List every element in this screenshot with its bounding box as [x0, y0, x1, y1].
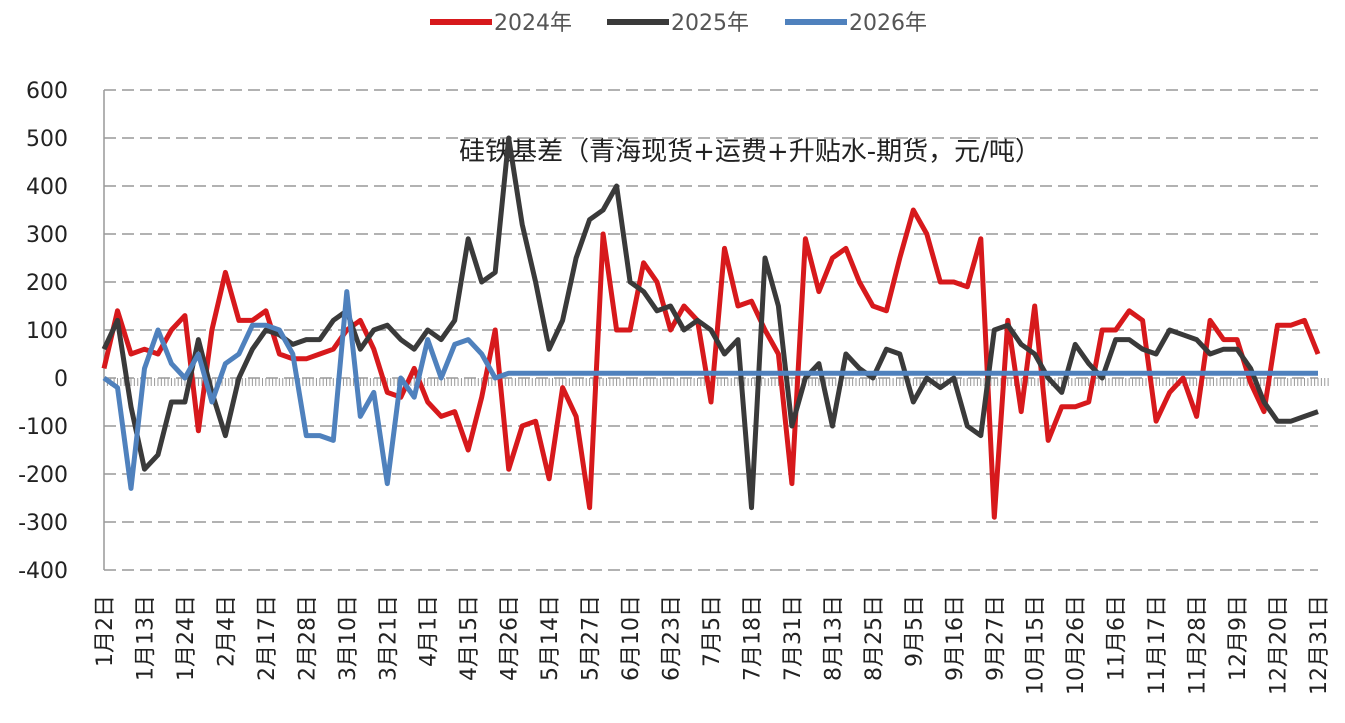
x-tick-label: 7月31日: [781, 595, 806, 681]
series-line: [102, 289, 1318, 491]
x-tick-label: 1月13日: [133, 595, 158, 681]
x-tick-label: 5月27日: [579, 595, 604, 681]
y-tick-label: -200: [18, 463, 68, 488]
x-tick-label: 2月17日: [255, 595, 280, 681]
legend-label: 2025年: [671, 11, 749, 36]
x-tick-label: 2月28日: [295, 595, 320, 681]
y-tick-label: 600: [26, 79, 68, 104]
y-tick-label: 300: [26, 223, 68, 248]
x-tick-label: 10月15日: [1024, 595, 1049, 695]
x-tick-label: 1月24日: [174, 595, 199, 681]
x-tick-label: 5月14日: [538, 595, 563, 681]
x-tick-label: 11月28日: [1186, 595, 1211, 695]
x-tick-label: 1月2日: [93, 595, 118, 667]
x-tick-label: 7月5日: [700, 595, 725, 667]
series-line: [101, 207, 1321, 520]
chart-title: 硅铁基差（青海现货+运费+升贴水-期货，元/吨）: [459, 137, 1041, 167]
y-tick-label: -300: [18, 511, 68, 536]
y-tick-label: 200: [26, 271, 68, 296]
y-tick-label: 100: [26, 319, 68, 344]
y-tick-label: 500: [26, 127, 68, 152]
x-tick-label: 6月10日: [619, 595, 644, 681]
x-tick-label: 12月9日: [1226, 595, 1251, 681]
x-tick-label: 3月10日: [336, 595, 361, 681]
x-tick-label: 10月26日: [1064, 595, 1089, 695]
x-tick-label: 11月17日: [1145, 595, 1170, 695]
x-tick-label: 6月23日: [660, 595, 685, 681]
x-tick-label: 8月13日: [821, 595, 846, 681]
x-tick-label: 8月25日: [862, 595, 887, 681]
x-tick-label: 3月21日: [376, 595, 401, 681]
x-tick-label: 4月26日: [498, 595, 523, 681]
series-line: [101, 135, 1319, 511]
x-tick-label: 4月1日: [417, 595, 442, 667]
y-tick-label: 400: [26, 175, 68, 200]
x-tick-label: 11月6日: [1105, 595, 1130, 681]
legend-label: 2026年: [849, 11, 927, 36]
x-tick-label: 4月15日: [457, 595, 482, 681]
y-tick-label: -400: [18, 559, 68, 584]
y-tick-label: 0: [54, 367, 68, 392]
x-tick-label: 9月5日: [902, 595, 927, 667]
x-tick-label: 2月4日: [214, 595, 239, 667]
legend-label: 2024年: [494, 11, 572, 36]
x-tick-label: 7月18日: [740, 595, 765, 681]
x-tick-label: 12月31日: [1307, 595, 1332, 695]
x-tick-label: 12月20日: [1267, 595, 1292, 695]
y-tick-label: -100: [18, 415, 68, 440]
x-tick-label: 9月16日: [943, 595, 968, 681]
x-tick-label: 9月27日: [983, 595, 1008, 681]
